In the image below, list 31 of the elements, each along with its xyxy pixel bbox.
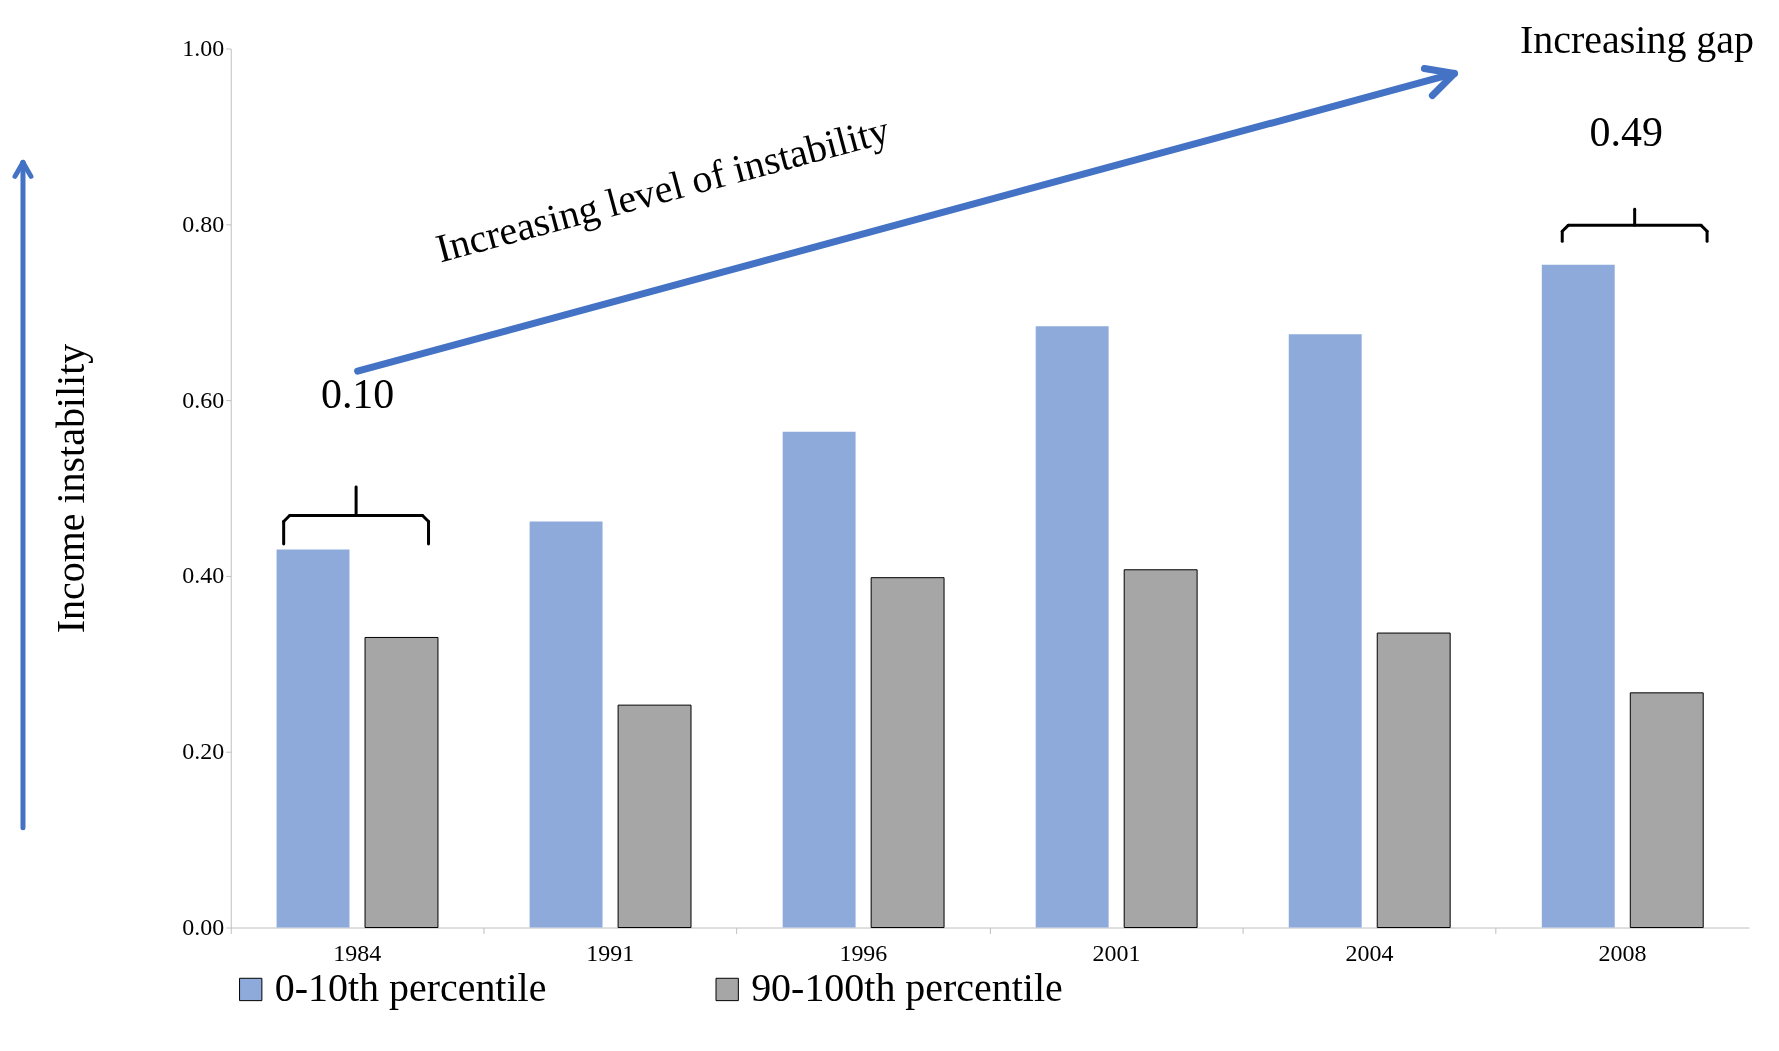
y-axis-title: Income instability	[48, 343, 94, 634]
bar	[782, 431, 856, 928]
x-tick-label: 1984	[333, 939, 382, 966]
x-tick-label: 2004	[1345, 939, 1394, 966]
annotation: Increasing level of instability	[431, 106, 894, 272]
bar	[870, 577, 945, 929]
x-tick-label: 2001	[1092, 939, 1141, 966]
bar	[276, 549, 350, 928]
x-tick-label: 2008	[1598, 939, 1647, 966]
y-tick-label: 0.40	[182, 562, 225, 589]
annotation: 0.10	[320, 371, 395, 418]
bar	[1123, 569, 1198, 929]
bar	[1541, 264, 1615, 928]
legend-label: 90-100th percentile	[751, 965, 1063, 1011]
y-tick-label: 0.80	[182, 210, 225, 237]
bar	[364, 636, 439, 929]
bar	[1629, 692, 1704, 929]
bar	[529, 521, 603, 928]
x-tick-label: 1996	[839, 939, 888, 966]
bar	[1376, 632, 1451, 929]
legend-label: 0-10th percentile	[274, 965, 547, 1011]
annotation: 0.49	[1589, 109, 1663, 156]
bar	[1288, 334, 1362, 928]
y-tick-label: 0.00	[182, 914, 225, 941]
y-tick-label: 0.20	[182, 738, 225, 765]
y-tick-label: 1.00	[182, 35, 225, 62]
annotation: Increasing gap	[1520, 16, 1755, 62]
bar	[617, 704, 692, 929]
bar	[1035, 326, 1109, 928]
y-tick-label: 0.60	[182, 386, 225, 413]
x-tick-label: 1991	[586, 939, 635, 966]
